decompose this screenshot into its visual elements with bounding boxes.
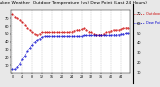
Text: Outdoor Temp: Outdoor Temp xyxy=(146,12,160,16)
Text: 70: 70 xyxy=(137,12,141,16)
Text: 50: 50 xyxy=(137,32,141,36)
Text: Milwaukee Weather  Outdoor Temperature (vs) Dew Point (Last 24 Hours): Milwaukee Weather Outdoor Temperature (v… xyxy=(0,1,147,5)
Text: 60: 60 xyxy=(137,22,141,26)
Text: 40: 40 xyxy=(137,41,141,46)
Text: Dew Point: Dew Point xyxy=(146,21,160,25)
Text: 10: 10 xyxy=(137,71,141,75)
Text: 30: 30 xyxy=(137,51,141,55)
Text: 20: 20 xyxy=(137,61,141,65)
